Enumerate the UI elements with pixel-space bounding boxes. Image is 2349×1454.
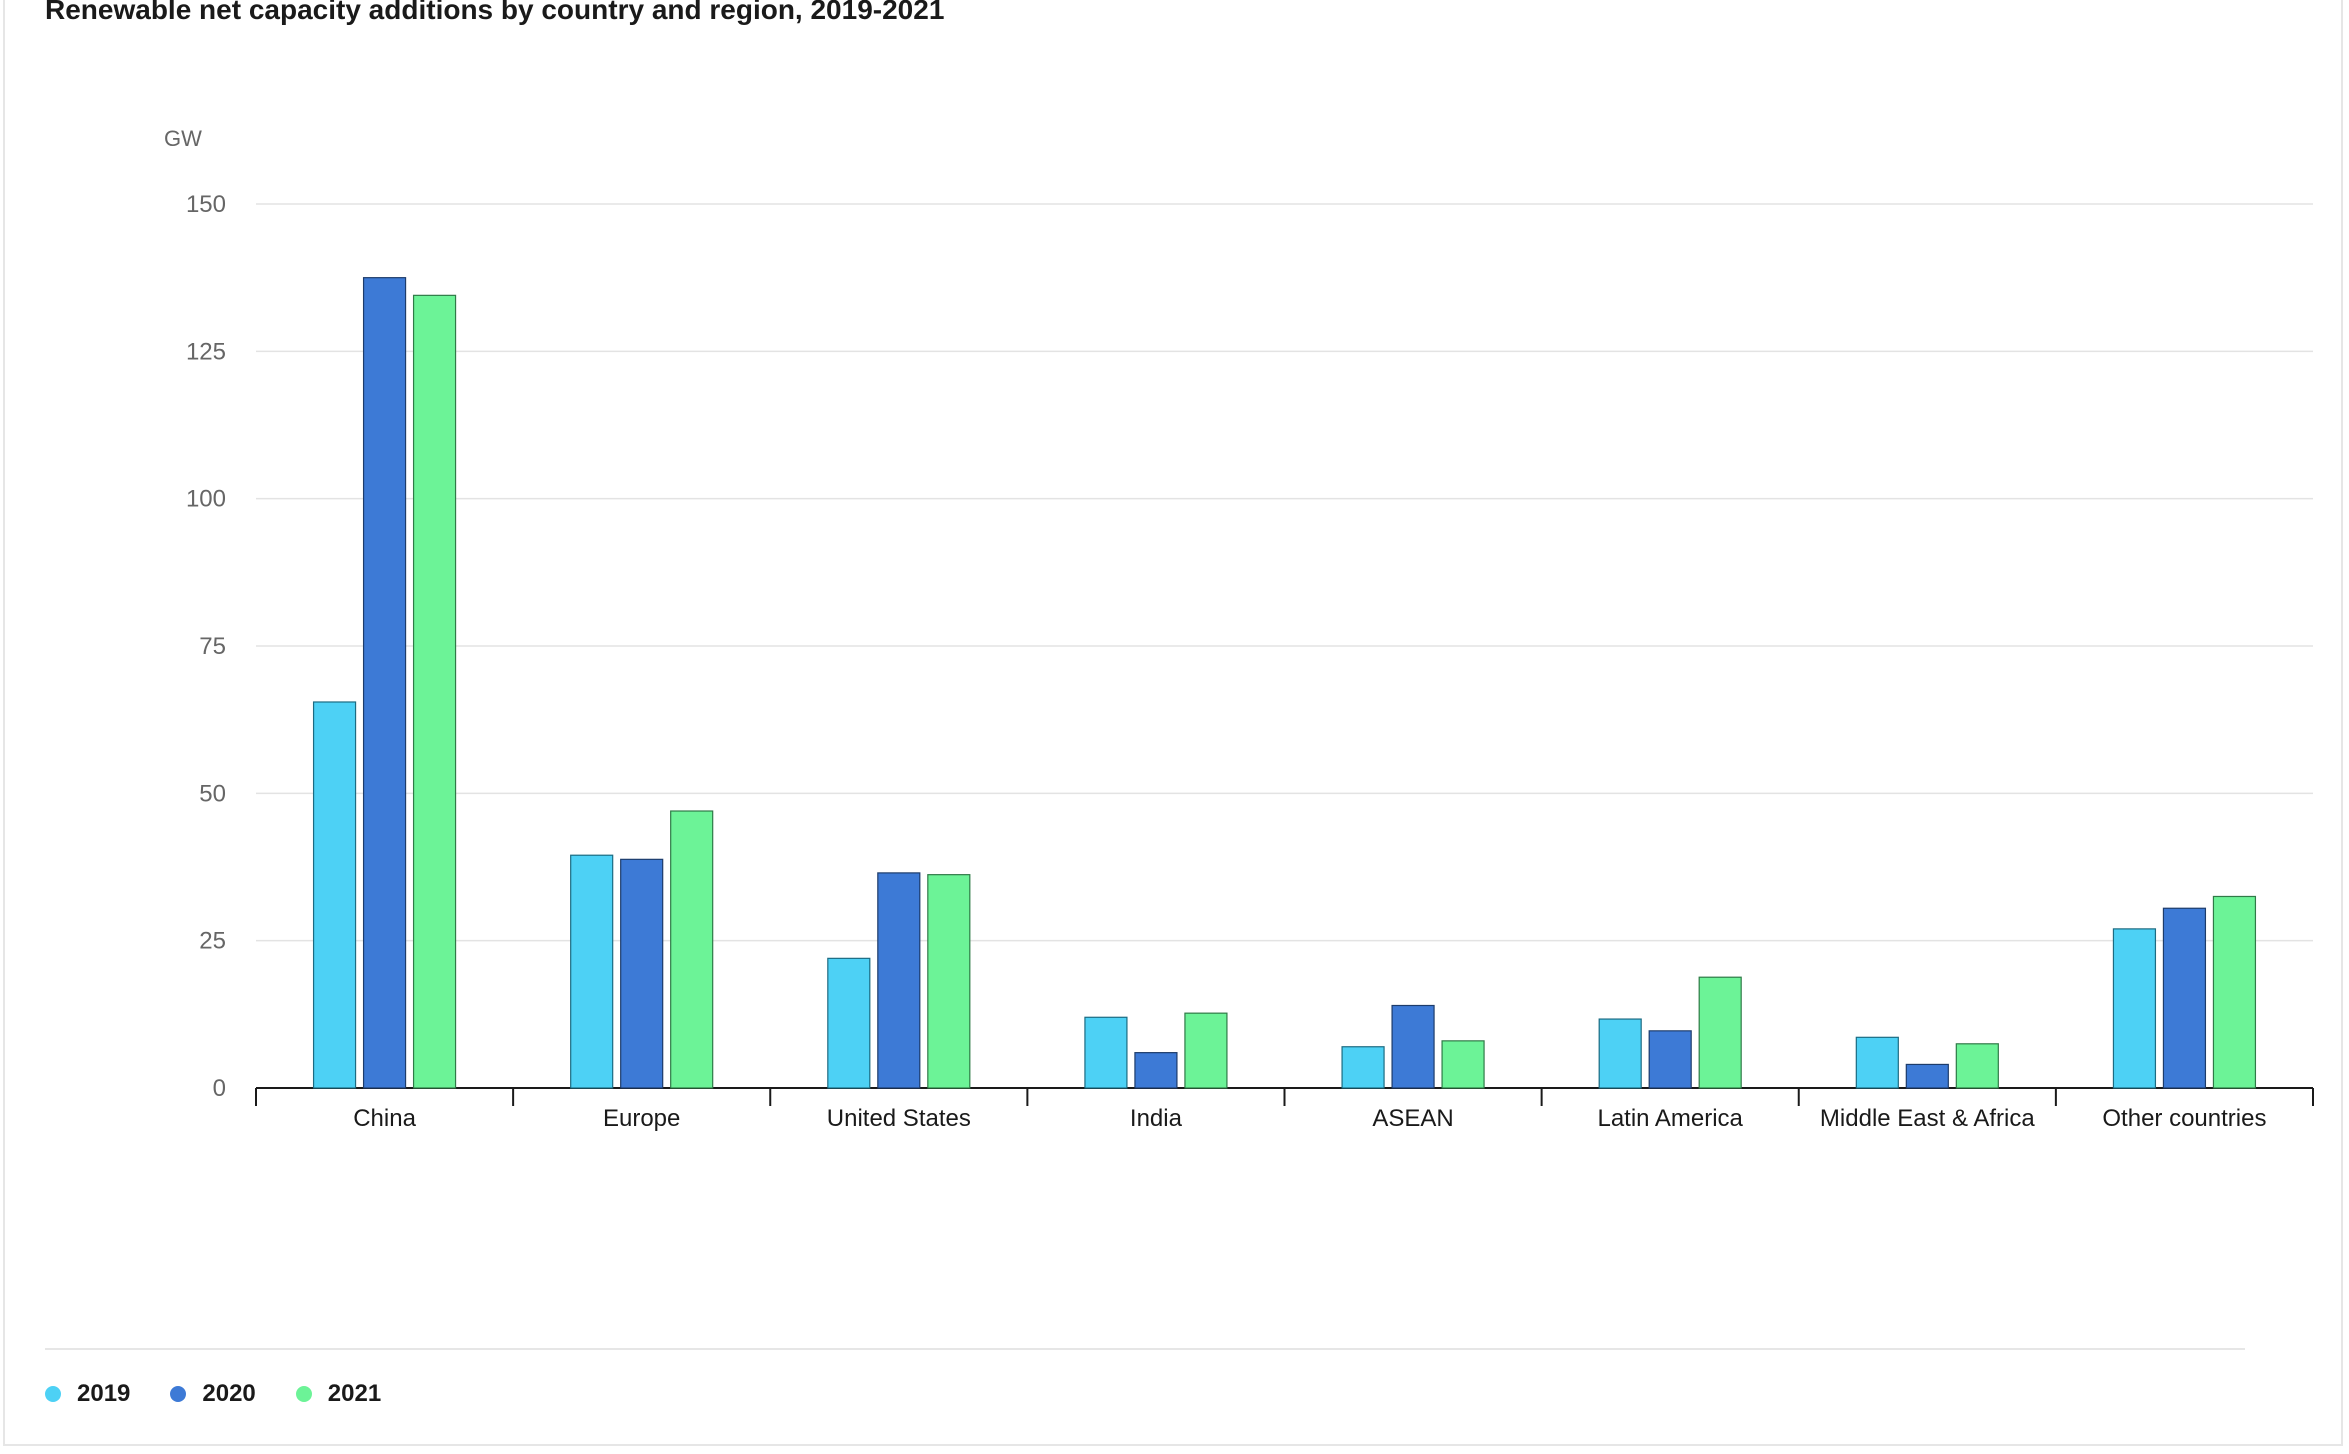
chart-legend: 2019 2020 2021 [45,1380,381,1408]
bar-2020-india [1134,1052,1178,1089]
legend-item-2020[interactable]: 2020 [170,1380,256,1408]
bar-2021-asean [1441,1040,1485,1089]
legend-label-2020: 2020 [202,1380,256,1407]
bar-2020-other-countries [2162,907,2207,1089]
x-category-label: Other countries [2102,1105,2266,1132]
y-tick-label-0: 0 [213,1075,226,1102]
bar-2021-europe [670,810,714,1089]
bar-2020-united-states [877,872,921,1089]
legend-item-2021[interactable]: 2021 [295,1380,382,1408]
bar-2021-china [412,294,457,1089]
bar-2019-asean [1341,1046,1385,1089]
bar-2021-other-countries [2212,895,2257,1089]
bar-2019-europe [570,854,614,1089]
x-category-label: Latin America [1597,1105,1743,1132]
bar-chart: GW 0 25 50 75 100 125 150 China Europe United Stat… [164,126,2314,1132]
x-category-label: India [1130,1105,1183,1132]
bar-2020-asean [1391,1004,1435,1089]
legend-label-2021: 2021 [327,1380,382,1407]
x-category-label: Middle East & Africa [1820,1105,2035,1132]
y-axis-unit-label: GW [164,126,202,151]
bar-2020-middle-east-africa [1905,1063,1949,1089]
x-category-label: Europe [603,1105,680,1132]
bar-2020-china [362,277,407,1089]
y-tick-label-50: 50 [199,780,226,807]
x-category-label: United States [827,1105,971,1132]
chart-frame [3,0,2343,1446]
bar-2020-latin-america [1648,1030,1692,1089]
bar-2019-india [1084,1016,1128,1089]
chart-title: Renewable net capacity additions by coun… [45,0,945,25]
bar-2019-united-states [827,957,871,1089]
y-tick-label-75: 75 [199,633,226,660]
x-category-label: China [353,1105,416,1132]
bar-2019-china [312,701,357,1089]
legend-swatch-2019 [45,1386,61,1402]
y-tick-label-100: 100 [186,486,226,513]
bar-2021-india [1184,1012,1228,1089]
bar-2020-europe [620,858,664,1089]
bar-2019-middle-east-africa [1855,1036,1899,1089]
bar-2021-united-states [927,874,971,1089]
legend-swatch-2020 [170,1386,187,1402]
legend-label-2019: 2019 [77,1380,131,1407]
x-category-label: ASEAN [1372,1105,1453,1132]
y-tick-label-150: 150 [186,191,226,218]
bar-2021-latin-america [1698,976,1742,1089]
legend-swatch-2021 [295,1386,312,1402]
y-tick-label-25: 25 [199,928,226,955]
legend-item-2019[interactable]: 2019 [45,1380,130,1408]
y-tick-label-125: 125 [186,338,226,365]
legend-divider [45,1348,2245,1350]
bar-2021-middle-east-africa [1955,1043,1999,1089]
bar-2019-latin-america [1598,1018,1642,1089]
bar-2019-other-countries [2112,928,2157,1089]
